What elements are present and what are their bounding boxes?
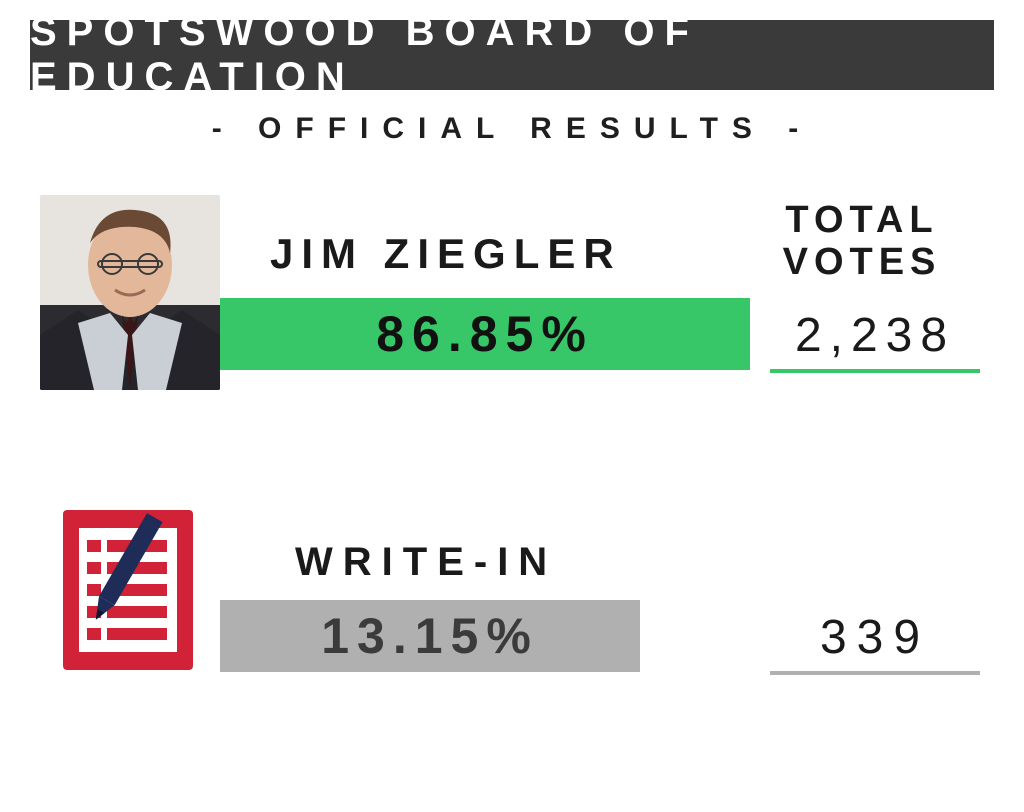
candidate-name: JIM ZIEGLER [270, 230, 622, 278]
subtitle: - OFFICIAL RESULTS - [0, 112, 1024, 146]
page-title: SPOTSWOOD BOARD OF EDUCATION [30, 10, 994, 100]
candidate-name: WRITE-IN [295, 540, 557, 585]
candidate-votes: 2,238 [770, 308, 980, 373]
person-photo-placeholder [40, 195, 220, 390]
candidate-percent: 86.85% [376, 305, 594, 363]
candidate-photo [40, 195, 220, 390]
ballot-icon [55, 500, 220, 680]
candidate-percent: 13.15% [321, 607, 539, 665]
candidate-votes: 339 [770, 610, 980, 675]
candidate-bar: 86.85% [220, 298, 750, 370]
candidate-bar: 13.15% [220, 600, 640, 672]
total-votes-label: TOTAL VOTES [762, 200, 962, 284]
title-bar: SPOTSWOOD BOARD OF EDUCATION [30, 20, 994, 90]
